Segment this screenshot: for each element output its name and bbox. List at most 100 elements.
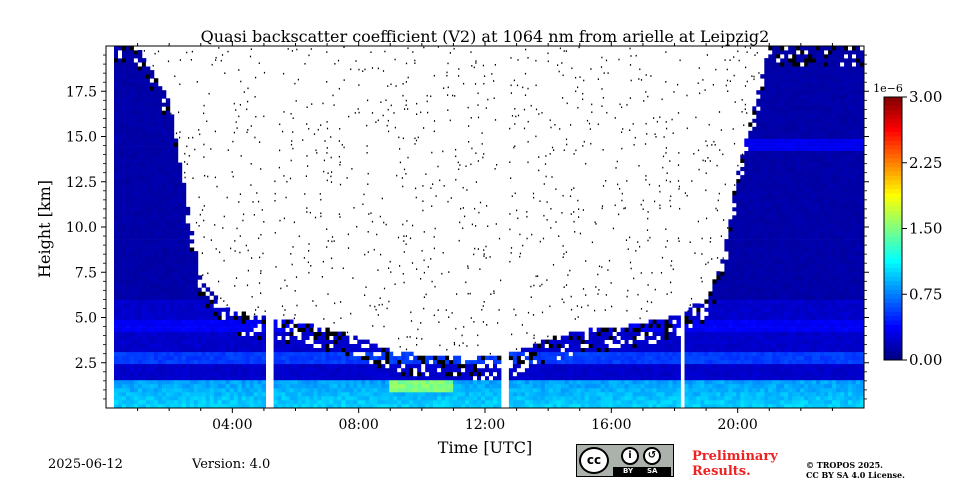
heatmap-cell <box>118 263 123 268</box>
heatmap-cell <box>157 371 163 377</box>
heatmap-cell <box>237 363 243 369</box>
noise-speck <box>355 60 357 62</box>
heatmap-cell <box>700 383 705 389</box>
heatmap-cell <box>125 343 131 348</box>
heatmap-cell <box>345 347 350 353</box>
heatmap-cell <box>692 311 697 316</box>
noise-speck <box>542 237 545 240</box>
heatmap-cell <box>293 335 298 340</box>
noise-speck <box>486 205 488 207</box>
noise-speck <box>399 161 401 164</box>
heatmap-cell <box>337 400 342 405</box>
heatmap-cell <box>189 383 195 389</box>
heatmap-cell <box>149 315 155 320</box>
heatmap-cell <box>165 291 171 296</box>
heatmap-cell <box>137 283 143 288</box>
heatmap-cell <box>576 355 582 361</box>
heatmap-cell <box>321 331 326 336</box>
heatmap-cell <box>141 202 147 208</box>
heatmap-cell <box>429 404 434 409</box>
heatmap-cell <box>145 70 151 75</box>
heatmap-cell <box>497 359 502 365</box>
heatmap-cell <box>692 347 697 353</box>
heatmap-cell <box>253 335 258 340</box>
noise-speck <box>363 193 365 196</box>
noise-speck <box>247 249 249 252</box>
heatmap-cell <box>253 359 258 365</box>
heatmap-cell <box>149 114 155 119</box>
heatmap-cell <box>600 395 606 401</box>
heatmap-cell <box>157 150 163 155</box>
heatmap-cell <box>277 371 282 377</box>
noise-speck <box>251 257 253 259</box>
heatmap-cell <box>592 347 598 353</box>
heatmap-cell <box>169 335 175 340</box>
noise-speck <box>573 187 575 189</box>
noise-speck <box>711 258 713 260</box>
heatmap-cell <box>161 154 167 159</box>
heatmap-cell <box>676 331 681 336</box>
heatmap-cell <box>213 355 219 361</box>
heatmap-cell <box>221 331 227 336</box>
heatmap-cell <box>588 375 594 381</box>
heatmap-cell <box>624 391 629 397</box>
noise-speck <box>477 160 479 162</box>
heatmap-cell <box>449 375 454 381</box>
noise-speck <box>214 176 216 179</box>
heatmap-cell <box>445 387 450 393</box>
heatmap-cell <box>457 359 462 365</box>
heatmap-cell <box>596 347 602 353</box>
heatmap-cell <box>604 379 610 385</box>
heatmap-cell <box>429 383 434 389</box>
noise-speck <box>227 50 229 53</box>
heatmap-cell <box>325 351 330 357</box>
heatmap-cell <box>433 363 438 369</box>
heatmap-cell <box>445 367 450 373</box>
heatmap-cell <box>700 319 705 324</box>
heatmap-cell <box>660 343 665 348</box>
heatmap-cell <box>453 400 458 405</box>
heatmap-cell <box>249 351 254 357</box>
noise-speck <box>218 47 220 49</box>
heatmap-cell <box>592 343 598 348</box>
heatmap-cell <box>145 387 151 393</box>
heatmap-cell <box>241 315 246 320</box>
heatmap-cell <box>118 62 123 67</box>
heatmap-cell <box>497 367 502 373</box>
heatmap-cell <box>181 367 187 373</box>
heatmap-cell <box>118 231 123 236</box>
heatmap-cell <box>329 355 334 361</box>
heatmap-cell <box>209 319 215 324</box>
heatmap-cell <box>129 319 135 324</box>
heatmap-cell <box>133 130 139 135</box>
heatmap-cell <box>185 319 191 324</box>
heatmap-cell <box>596 335 602 340</box>
heatmap-cell <box>676 383 681 389</box>
heatmap-cell <box>520 367 526 373</box>
heatmap-cell <box>173 287 179 292</box>
heatmap-cell <box>197 355 203 361</box>
heatmap-cell <box>189 251 195 256</box>
heatmap-cell <box>516 379 522 385</box>
heatmap-cell <box>137 400 143 405</box>
noise-speck <box>308 271 310 274</box>
noise-speck <box>397 236 400 239</box>
heatmap-cell <box>181 247 187 252</box>
heatmap-cell <box>118 279 123 284</box>
heatmap-cell <box>129 150 135 155</box>
heatmap-cell <box>229 323 235 328</box>
noise-speck <box>530 285 532 288</box>
heatmap-cell <box>349 371 354 377</box>
heatmap-cell <box>122 387 127 393</box>
heatmap-cell <box>433 404 438 409</box>
heatmap-cell <box>560 343 566 348</box>
heatmap-cell <box>548 359 554 365</box>
heatmap-cell <box>684 375 689 381</box>
heatmap-cell <box>620 404 625 409</box>
heatmap-cell <box>189 400 195 405</box>
heatmap-cell <box>169 267 175 272</box>
heatmap-cell <box>177 279 183 284</box>
heatmap-cell <box>672 343 677 348</box>
heatmap-cell <box>173 138 179 143</box>
heatmap-cell <box>536 367 542 373</box>
